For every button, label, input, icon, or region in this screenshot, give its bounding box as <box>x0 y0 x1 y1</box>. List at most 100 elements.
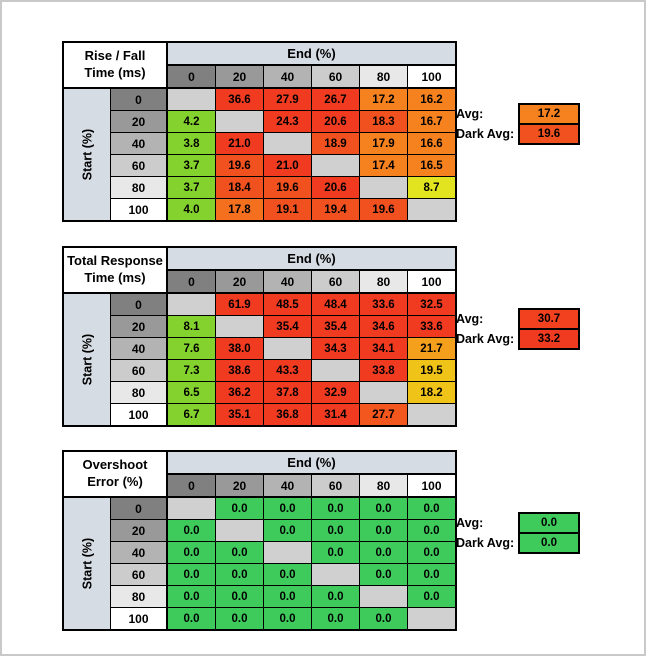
cell-start80-end20[interactable]: 36.2 <box>215 381 264 404</box>
cell-start40-end100[interactable]: 0.0 <box>407 541 457 564</box>
cell-start100-end40[interactable]: 36.8 <box>263 403 312 427</box>
cell-start80-end100[interactable]: 0.0 <box>407 585 457 608</box>
cell-start80-end40[interactable]: 37.8 <box>263 381 312 404</box>
cell-start60-end100[interactable]: 0.0 <box>407 563 457 586</box>
cell-start20-end60[interactable]: 0.0 <box>311 519 360 542</box>
cell-start20-end0[interactable]: 8.1 <box>166 315 216 338</box>
cell-start0-end80[interactable]: 33.6 <box>359 292 408 316</box>
cell-start80-end60[interactable]: 20.6 <box>311 176 360 199</box>
cell-start80-end20[interactable]: 18.4 <box>215 176 264 199</box>
cell-start20-end40[interactable]: 35.4 <box>263 315 312 338</box>
cell-start100-end0[interactable]: 6.7 <box>166 403 216 427</box>
cell-start60-end60[interactable] <box>311 359 360 382</box>
cell-start100-end60[interactable]: 31.4 <box>311 403 360 427</box>
cell-start100-end60[interactable]: 0.0 <box>311 607 360 631</box>
cell-start100-end100[interactable] <box>407 607 457 631</box>
cell-start40-end40[interactable] <box>263 132 312 155</box>
cell-start80-end0[interactable]: 3.7 <box>166 176 216 199</box>
cell-start100-end80[interactable]: 27.7 <box>359 403 408 427</box>
cell-start100-end20[interactable]: 17.8 <box>215 198 264 222</box>
cell-start40-end0[interactable]: 7.6 <box>166 337 216 360</box>
cell-start60-end80[interactable]: 33.8 <box>359 359 408 382</box>
dark-avg-value-box[interactable]: 0.0 <box>518 532 580 554</box>
cell-start40-end20[interactable]: 38.0 <box>215 337 264 360</box>
cell-start0-end20[interactable]: 0.0 <box>215 496 264 520</box>
cell-start0-end0[interactable] <box>166 87 216 111</box>
cell-start80-end20[interactable]: 0.0 <box>215 585 264 608</box>
cell-start60-end60[interactable] <box>311 154 360 177</box>
cell-start60-end100[interactable]: 19.5 <box>407 359 457 382</box>
cell-start0-end80[interactable]: 17.2 <box>359 87 408 111</box>
cell-start20-end60[interactable]: 20.6 <box>311 110 360 133</box>
cell-start20-end20[interactable] <box>215 110 264 133</box>
cell-start60-end20[interactable]: 19.6 <box>215 154 264 177</box>
cell-start20-end40[interactable]: 0.0 <box>263 519 312 542</box>
cell-start100-end60[interactable]: 19.4 <box>311 198 360 222</box>
cell-start60-end80[interactable]: 0.0 <box>359 563 408 586</box>
cell-start20-end80[interactable]: 18.3 <box>359 110 408 133</box>
cell-start60-end0[interactable]: 0.0 <box>166 563 216 586</box>
cell-start20-end0[interactable]: 0.0 <box>166 519 216 542</box>
cell-start20-end0[interactable]: 4.2 <box>166 110 216 133</box>
cell-start100-end100[interactable] <box>407 403 457 427</box>
cell-start40-end40[interactable] <box>263 541 312 564</box>
dark-avg-value-box[interactable]: 33.2 <box>518 328 580 350</box>
cell-start20-end100[interactable]: 33.6 <box>407 315 457 338</box>
avg-value-box[interactable]: 0.0 <box>518 512 580 534</box>
cell-start40-end60[interactable]: 18.9 <box>311 132 360 155</box>
cell-start0-end100[interactable]: 32.5 <box>407 292 457 316</box>
cell-start60-end60[interactable] <box>311 563 360 586</box>
dark-avg-value-box[interactable]: 19.6 <box>518 123 580 145</box>
cell-start60-end80[interactable]: 17.4 <box>359 154 408 177</box>
cell-start80-end40[interactable]: 19.6 <box>263 176 312 199</box>
cell-start0-end60[interactable]: 0.0 <box>311 496 360 520</box>
cell-start0-end40[interactable]: 27.9 <box>263 87 312 111</box>
cell-start0-end80[interactable]: 0.0 <box>359 496 408 520</box>
cell-start100-end40[interactable]: 0.0 <box>263 607 312 631</box>
cell-start80-end40[interactable]: 0.0 <box>263 585 312 608</box>
cell-start80-end60[interactable]: 32.9 <box>311 381 360 404</box>
cell-start100-end20[interactable]: 0.0 <box>215 607 264 631</box>
cell-start100-end80[interactable]: 19.6 <box>359 198 408 222</box>
avg-value-box[interactable]: 30.7 <box>518 308 580 330</box>
cell-start20-end80[interactable]: 34.6 <box>359 315 408 338</box>
cell-start60-end20[interactable]: 38.6 <box>215 359 264 382</box>
cell-start0-end60[interactable]: 26.7 <box>311 87 360 111</box>
cell-start100-end100[interactable] <box>407 198 457 222</box>
cell-start60-end40[interactable]: 43.3 <box>263 359 312 382</box>
cell-start0-end0[interactable] <box>166 292 216 316</box>
avg-value-box[interactable]: 17.2 <box>518 103 580 125</box>
cell-start60-end0[interactable]: 3.7 <box>166 154 216 177</box>
cell-start20-end100[interactable]: 16.7 <box>407 110 457 133</box>
cell-start20-end20[interactable] <box>215 315 264 338</box>
cell-start0-end40[interactable]: 0.0 <box>263 496 312 520</box>
cell-start100-end40[interactable]: 19.1 <box>263 198 312 222</box>
cell-start40-end20[interactable]: 0.0 <box>215 541 264 564</box>
cell-start0-end0[interactable] <box>166 496 216 520</box>
cell-start20-end60[interactable]: 35.4 <box>311 315 360 338</box>
cell-start40-end80[interactable]: 0.0 <box>359 541 408 564</box>
cell-start40-end80[interactable]: 17.9 <box>359 132 408 155</box>
cell-start60-end100[interactable]: 16.5 <box>407 154 457 177</box>
cell-start60-end40[interactable]: 21.0 <box>263 154 312 177</box>
cell-start40-end40[interactable] <box>263 337 312 360</box>
cell-start60-end20[interactable]: 0.0 <box>215 563 264 586</box>
cell-start20-end40[interactable]: 24.3 <box>263 110 312 133</box>
cell-start20-end80[interactable]: 0.0 <box>359 519 408 542</box>
cell-start80-end100[interactable]: 8.7 <box>407 176 457 199</box>
cell-start100-end20[interactable]: 35.1 <box>215 403 264 427</box>
cell-start20-end20[interactable] <box>215 519 264 542</box>
cell-start80-end80[interactable] <box>359 585 408 608</box>
cell-start40-end0[interactable]: 3.8 <box>166 132 216 155</box>
cell-start0-end60[interactable]: 48.4 <box>311 292 360 316</box>
cell-start40-end60[interactable]: 34.3 <box>311 337 360 360</box>
cell-start40-end60[interactable]: 0.0 <box>311 541 360 564</box>
cell-start80-end0[interactable]: 6.5 <box>166 381 216 404</box>
cell-start40-end0[interactable]: 0.0 <box>166 541 216 564</box>
cell-start40-end100[interactable]: 16.6 <box>407 132 457 155</box>
cell-start80-end0[interactable]: 0.0 <box>166 585 216 608</box>
cell-start0-end100[interactable]: 16.2 <box>407 87 457 111</box>
cell-start80-end80[interactable] <box>359 381 408 404</box>
cell-start0-end20[interactable]: 61.9 <box>215 292 264 316</box>
cell-start100-end0[interactable]: 0.0 <box>166 607 216 631</box>
